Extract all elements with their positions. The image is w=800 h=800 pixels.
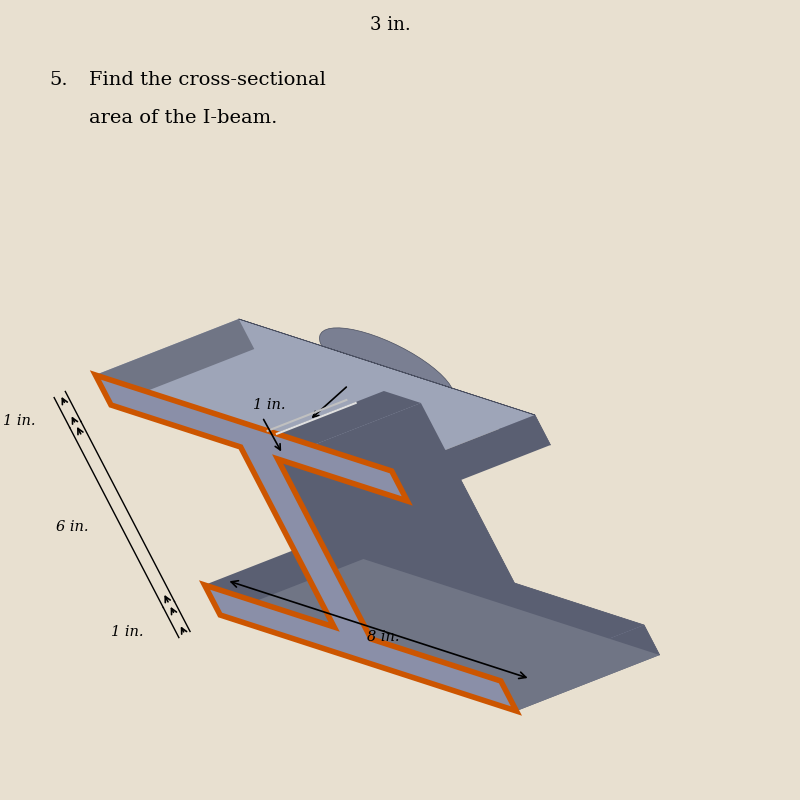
Polygon shape bbox=[95, 319, 254, 405]
Text: 5.: 5. bbox=[50, 71, 68, 89]
Polygon shape bbox=[238, 319, 535, 415]
Text: 1 in.: 1 in. bbox=[110, 625, 143, 638]
Text: 3 in.: 3 in. bbox=[370, 16, 411, 34]
Polygon shape bbox=[241, 391, 421, 459]
Polygon shape bbox=[501, 625, 660, 711]
Text: 8 in.: 8 in. bbox=[366, 630, 399, 644]
Text: 1 in.: 1 in. bbox=[253, 398, 285, 412]
Polygon shape bbox=[95, 319, 535, 471]
Polygon shape bbox=[220, 559, 660, 711]
Text: 6 in.: 6 in. bbox=[56, 519, 89, 534]
Polygon shape bbox=[278, 403, 514, 639]
Text: area of the I-beam.: area of the I-beam. bbox=[89, 109, 277, 127]
Polygon shape bbox=[238, 319, 660, 655]
Polygon shape bbox=[392, 415, 550, 501]
Polygon shape bbox=[95, 375, 517, 711]
Text: Find the cross-sectional: Find the cross-sectional bbox=[89, 71, 326, 89]
Polygon shape bbox=[205, 529, 644, 681]
Text: 1 in.: 1 in. bbox=[3, 414, 36, 427]
